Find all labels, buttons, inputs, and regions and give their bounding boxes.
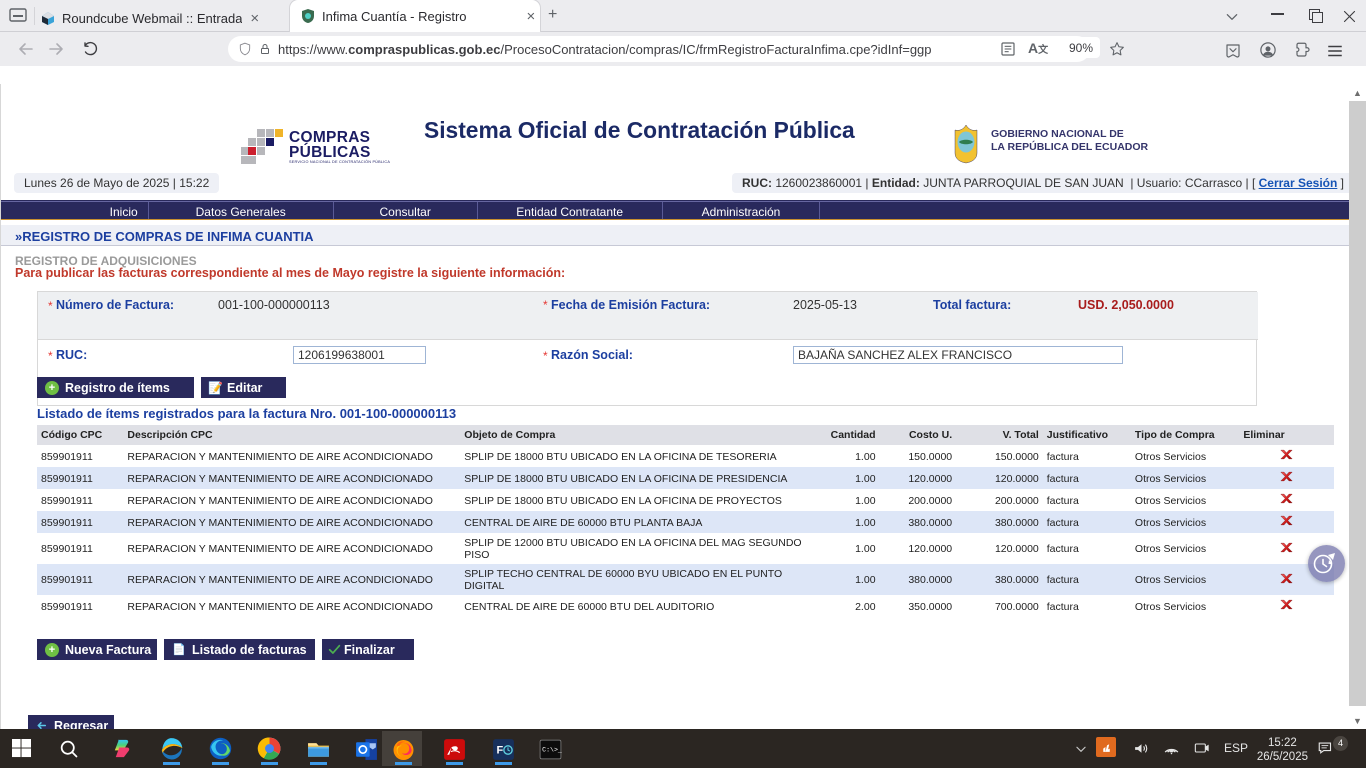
svg-text:C:\>_: C:\>_ — [542, 747, 562, 754]
svg-text:PÚBLICAS: PÚBLICAS — [289, 143, 371, 161]
svg-text:SERVICIO NACIONAL DE CONTRATAC: SERVICIO NACIONAL DE CONTRATACIÓN PÚBLIC… — [289, 159, 390, 164]
svg-text:F: F — [497, 745, 504, 757]
